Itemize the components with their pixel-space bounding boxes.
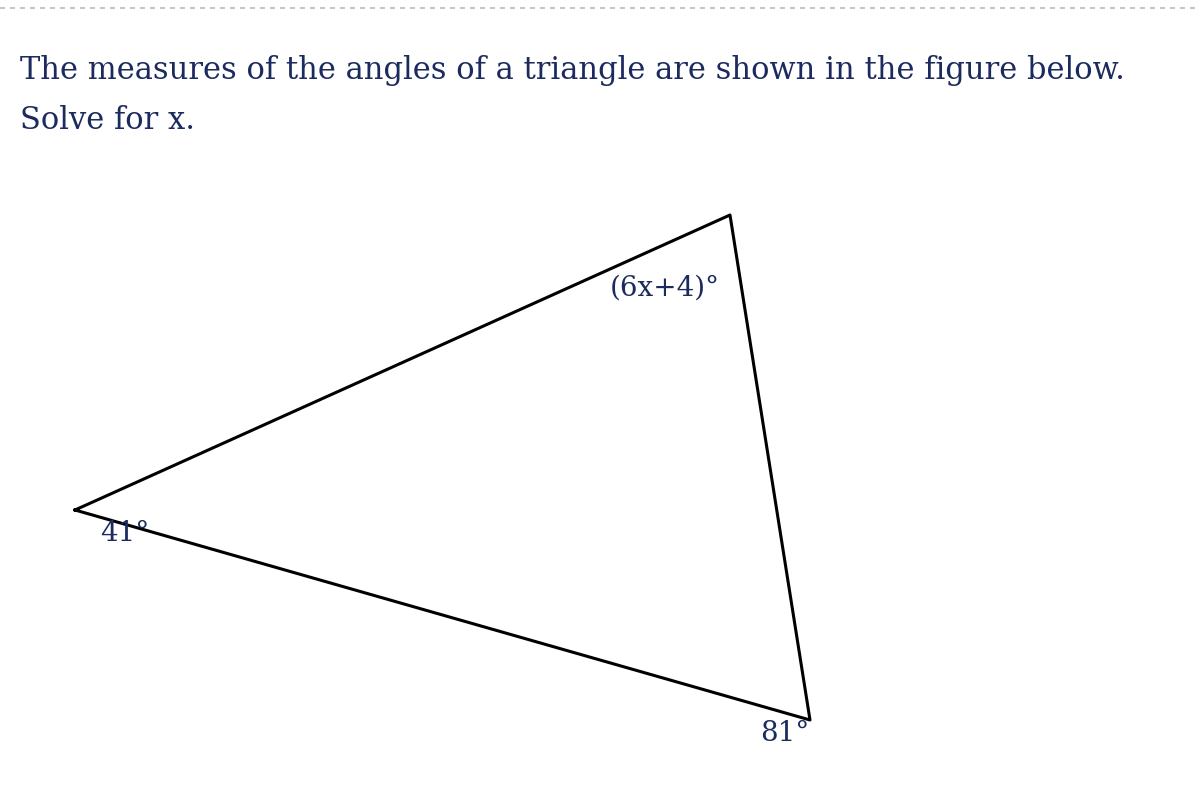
Text: Solve for x.: Solve for x. <box>20 105 194 136</box>
Text: 41°: 41° <box>100 520 149 547</box>
Text: 81°: 81° <box>760 720 809 747</box>
Text: (6x+4)°: (6x+4)° <box>610 275 720 302</box>
Text: The measures of the angles of a triangle are shown in the figure below.: The measures of the angles of a triangle… <box>20 55 1124 86</box>
